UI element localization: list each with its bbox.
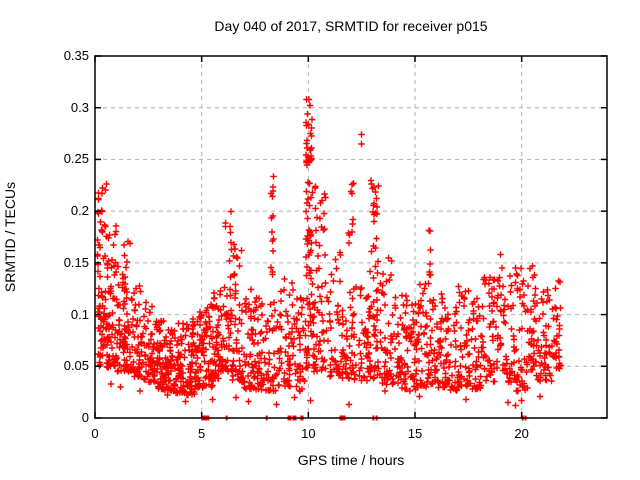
y-tick-label: 0.3 [70, 99, 89, 115]
y-tick-label: 0 [81, 410, 89, 425]
scatter-points [94, 96, 565, 409]
x-axis-label: GPS time / hours [297, 452, 405, 468]
y-tick-label: 0.1 [70, 306, 89, 322]
y-tick-label: 0.25 [63, 151, 89, 167]
x-tick-label: 10 [301, 426, 316, 441]
plot-border [94, 55, 608, 419]
x-tick-label: 15 [407, 426, 423, 441]
x-tick-label: 20 [514, 426, 529, 441]
y-tick-label: 0.2 [70, 203, 89, 219]
chart-title: Day 040 of 2017, SRMTID for receiver p01… [214, 18, 488, 34]
x-tick-label: 0 [91, 426, 99, 441]
y-tick-label: 0.15 [63, 254, 89, 270]
x-tick-label: 5 [198, 426, 206, 441]
y-tick-label: 0.05 [63, 358, 89, 374]
y-tick-label: 0.35 [63, 48, 89, 63]
